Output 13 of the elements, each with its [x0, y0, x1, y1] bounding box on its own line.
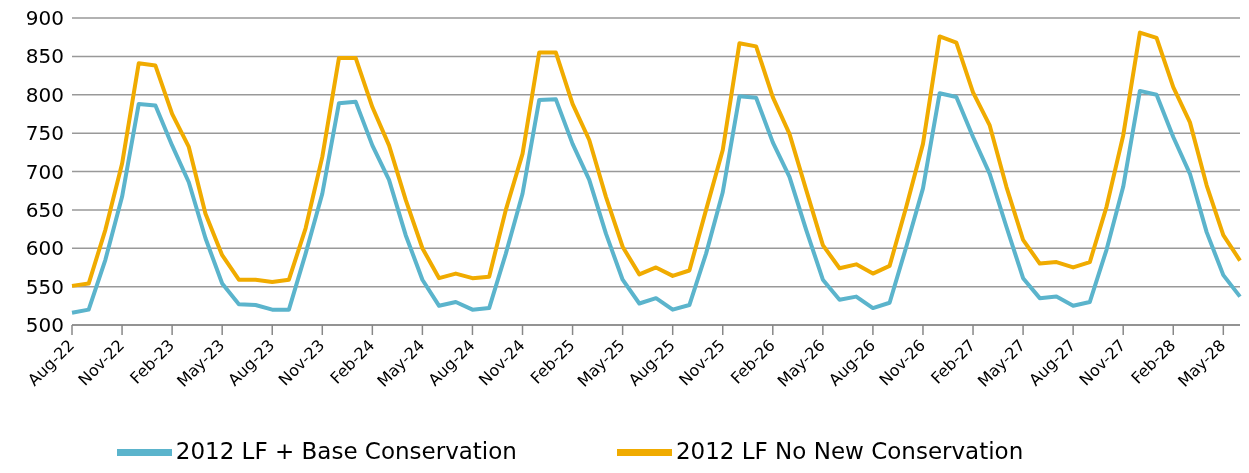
y-tick-label: 700 [25, 159, 64, 184]
line-series [70, 30, 1242, 288]
y-tick-label: 600 [25, 236, 64, 261]
y-tick-label: 650 [25, 197, 64, 222]
line-series [70, 88, 1242, 315]
legend-label: 2012 LF No New Conservation [675, 438, 1024, 464]
y-tick-label: 750 [25, 121, 64, 146]
y-tick-label: 850 [25, 44, 64, 69]
y-tick-label: 900 [25, 6, 64, 31]
y-tick-label: 800 [25, 82, 64, 107]
legend-label: 2012 LF + Base Conservation [175, 438, 517, 464]
y-tick-label: 550 [25, 274, 64, 299]
y-tick-label: 500 [25, 313, 64, 338]
